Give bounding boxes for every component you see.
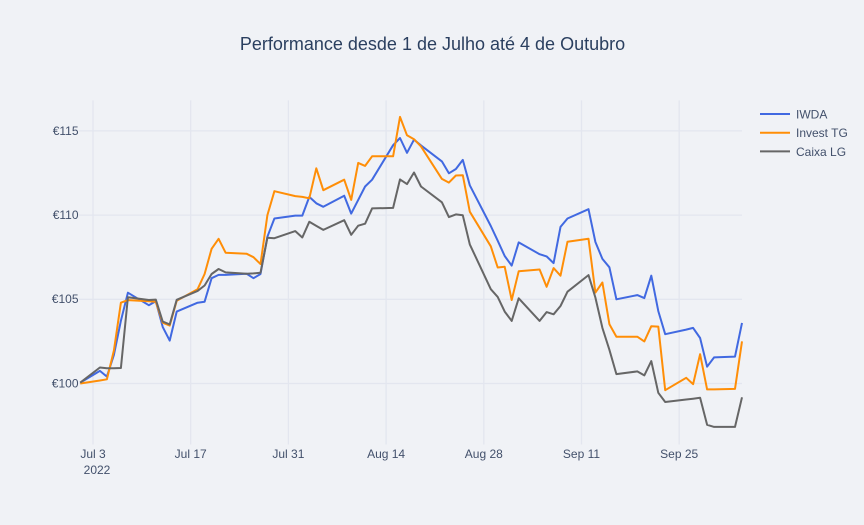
svg-text:€100: €100: [52, 376, 79, 390]
svg-text:€110: €110: [53, 208, 79, 222]
svg-text:IWDA: IWDA: [796, 107, 827, 121]
svg-text:Performance desde 1 de Julho a: Performance desde 1 de Julho até 4 de Ou…: [240, 34, 625, 54]
svg-text:2022: 2022: [84, 463, 111, 477]
svg-text:Jul 3: Jul 3: [80, 447, 106, 461]
svg-text:Sep 11: Sep 11: [563, 447, 600, 461]
svg-text:Invest TG: Invest TG: [796, 126, 848, 140]
svg-text:Aug 14: Aug 14: [367, 447, 405, 461]
svg-text:€115: €115: [53, 124, 79, 138]
svg-text:Sep 25: Sep 25: [660, 447, 698, 461]
svg-text:Jul 31: Jul 31: [272, 447, 304, 461]
svg-text:€105: €105: [52, 292, 79, 306]
svg-text:Jul 17: Jul 17: [175, 447, 207, 461]
svg-text:Aug 28: Aug 28: [465, 447, 503, 461]
svg-text:Caixa LG: Caixa LG: [796, 145, 846, 159]
